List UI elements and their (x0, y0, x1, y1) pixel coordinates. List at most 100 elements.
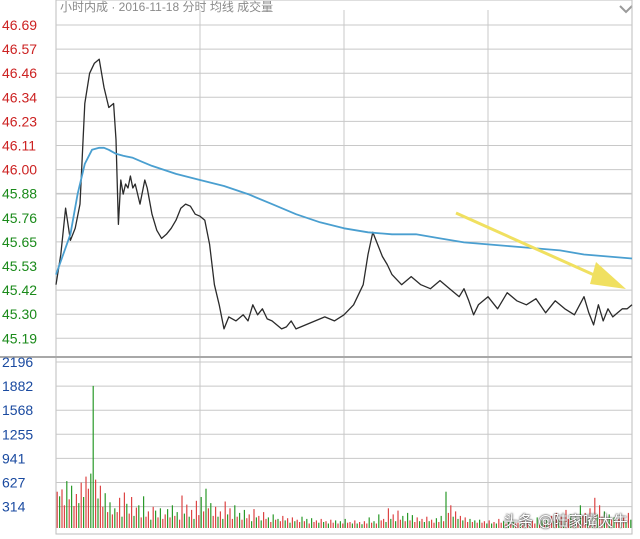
volume-bar (423, 522, 425, 528)
volume-bar (507, 522, 509, 528)
volume-bar (145, 516, 147, 528)
price-tick-label: 46.23 (2, 113, 37, 129)
volume-bar (71, 485, 73, 528)
volume-bar (239, 512, 241, 528)
volume-bar (361, 524, 363, 528)
volume-bar (359, 522, 361, 528)
volume-bar (217, 516, 219, 528)
volume-bar (275, 519, 277, 528)
volume-bar (371, 522, 373, 528)
volume-bar (594, 497, 596, 528)
volume-bar (167, 509, 169, 528)
volume-bar (354, 520, 356, 528)
volume-bar (579, 505, 581, 528)
volume-bar (539, 522, 541, 528)
volume-bar (630, 519, 632, 528)
volume-bar (83, 497, 85, 528)
volume-bar (366, 523, 368, 528)
watermark-text: 头条 @陆家嘴大牛 (503, 512, 628, 530)
volume-bar (567, 518, 569, 528)
volume-bar (402, 515, 404, 528)
volume-bar (467, 522, 469, 528)
volume-bar (373, 521, 375, 528)
volume-bar (524, 523, 526, 528)
volume-bar (591, 517, 593, 528)
volume-bar (603, 511, 605, 528)
volume-bar (291, 517, 293, 528)
volume-bar (212, 515, 214, 528)
volume-bar (584, 512, 586, 528)
volume-bar (536, 517, 538, 528)
volume-bar (128, 513, 130, 528)
volume-bar (121, 516, 123, 528)
volume-bar (419, 521, 421, 528)
volume-bar (294, 521, 296, 528)
volume-bar (527, 522, 529, 528)
volume-bar (541, 520, 543, 528)
volume-bar (445, 491, 447, 528)
volume-bar (349, 522, 351, 528)
volume-bar (179, 519, 181, 528)
volume-bar (613, 517, 615, 528)
volume-bar (493, 522, 495, 528)
volume-bar (392, 514, 394, 528)
volume-bar (623, 515, 625, 528)
volume-bar (246, 518, 248, 528)
volume-tick-label: 1255 (2, 426, 33, 442)
volume-bar (589, 508, 591, 528)
volume-bar (155, 510, 157, 528)
volume-bar (464, 517, 466, 528)
volume-bar (284, 520, 286, 528)
volume-bar (363, 521, 365, 528)
volume-bar (390, 518, 392, 528)
volume-bar (337, 523, 339, 528)
volume-bar (227, 514, 229, 528)
volume-bar (356, 523, 358, 528)
volume-bar (615, 521, 617, 528)
volume-bar (313, 522, 315, 528)
volume-bar (414, 522, 416, 528)
volume-bar (253, 509, 255, 528)
volume-bar (325, 521, 327, 528)
chevron-down-icon[interactable] (618, 4, 634, 14)
volume-bar (315, 520, 317, 528)
volume-bar (195, 500, 197, 528)
volume-bar (97, 498, 99, 528)
volume-bar (332, 522, 334, 528)
volume-bar (152, 506, 154, 528)
price-tick-label: 46.57 (2, 41, 37, 57)
volume-bar (387, 508, 389, 528)
volume-bar (380, 520, 382, 528)
price-tick-label: 45.42 (2, 282, 37, 298)
volume-bar (469, 518, 471, 528)
volume-bar (627, 512, 629, 528)
chart-header-title: 小时内成 · 2016-11-18 分时 均线 成交量 (60, 0, 274, 14)
volume-bar (323, 522, 325, 528)
volume-bar (351, 523, 353, 528)
price-tick-label: 46.46 (2, 65, 37, 81)
volume-bar (193, 518, 195, 528)
volume-bar (143, 496, 145, 528)
volume-bar (577, 521, 579, 528)
volume-bar (548, 522, 550, 528)
volume-bar (503, 521, 505, 528)
volume-bar (599, 505, 601, 528)
volume-bar (303, 521, 305, 528)
volume-bar (198, 515, 200, 528)
volume-bar (272, 514, 274, 528)
volume-bar (476, 522, 478, 528)
volume-bar (572, 520, 574, 528)
volume-bar (123, 492, 125, 528)
volume-bar (87, 488, 89, 528)
volume-bar (75, 494, 77, 528)
price-tick-label: 46.34 (2, 89, 37, 105)
volume-bar (399, 519, 401, 528)
volume-bar (558, 519, 560, 528)
volume-bar (522, 521, 524, 528)
volume-bar (450, 505, 452, 528)
volume-bar (431, 519, 433, 528)
price-tick-label: 45.30 (2, 306, 37, 322)
volume-bar (224, 501, 226, 528)
volume-bar (251, 521, 253, 528)
volume-bar (164, 514, 166, 528)
